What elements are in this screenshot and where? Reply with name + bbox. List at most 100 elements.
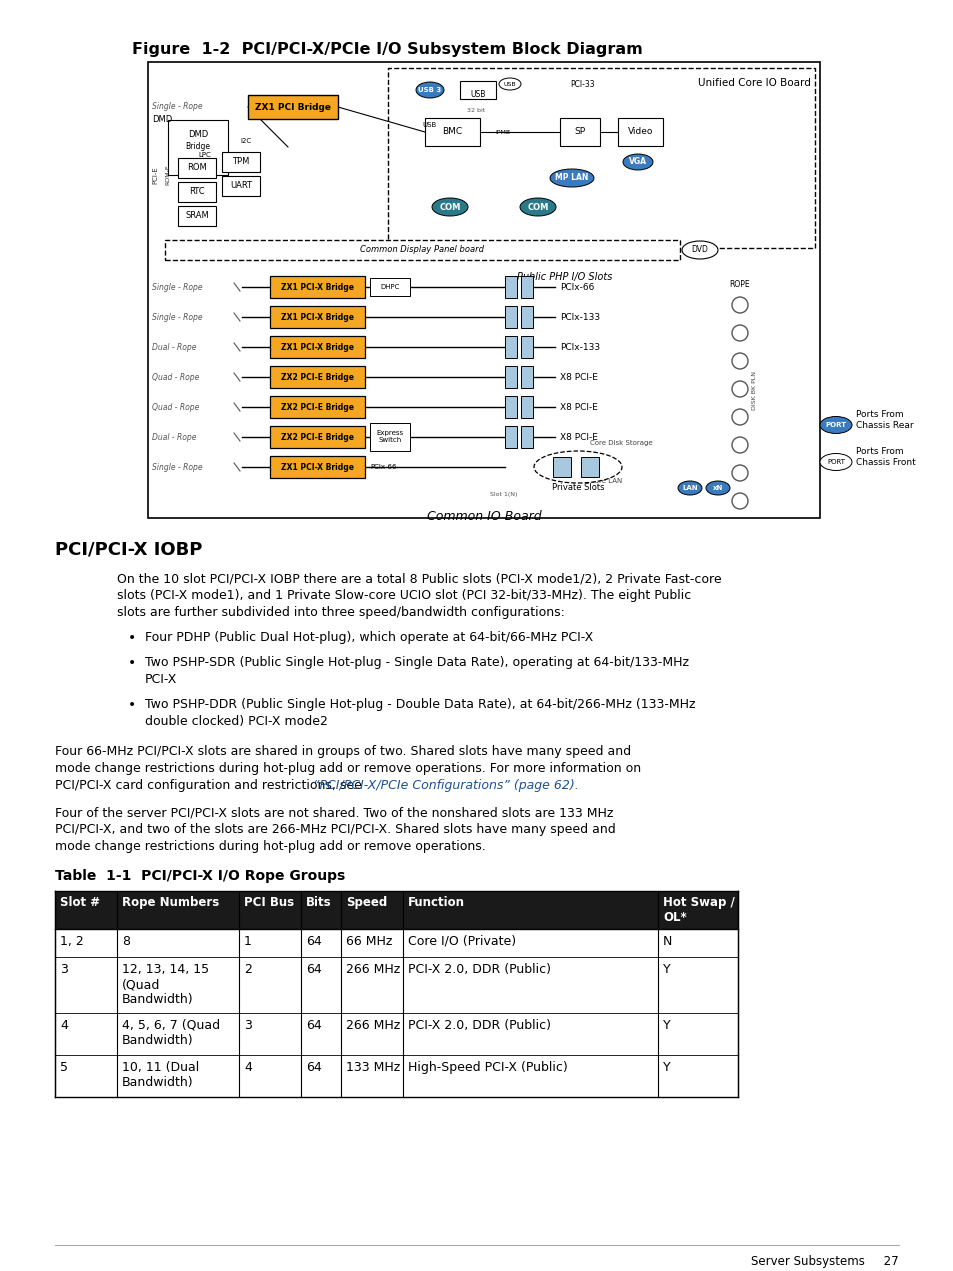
Bar bbox=[504, 336, 517, 358]
Bar bbox=[222, 175, 260, 196]
Text: Two PSHP-DDR (Public Single Hot-plug - Double Data Rate), at 64-bit/266-MHz (133: Two PSHP-DDR (Public Single Hot-plug - D… bbox=[145, 698, 695, 710]
Text: Core Disk Storage: Core Disk Storage bbox=[589, 440, 652, 446]
Ellipse shape bbox=[432, 198, 468, 216]
Text: 3: 3 bbox=[244, 1019, 252, 1032]
Text: PCI-X: PCI-X bbox=[145, 674, 177, 686]
Text: PCI-33: PCI-33 bbox=[569, 80, 594, 89]
Text: ZX1 PCI-X Bridge: ZX1 PCI-X Bridge bbox=[281, 282, 354, 291]
Bar bbox=[148, 62, 820, 519]
Circle shape bbox=[731, 381, 747, 397]
Text: RTC: RTC bbox=[189, 188, 205, 197]
Text: DMD: DMD bbox=[188, 130, 208, 139]
Text: COM: COM bbox=[438, 202, 460, 211]
Text: USB: USB bbox=[470, 90, 485, 99]
Text: ZX1 PCI-X Bridge: ZX1 PCI-X Bridge bbox=[281, 313, 354, 322]
Text: PCIx-66: PCIx-66 bbox=[559, 282, 594, 291]
Ellipse shape bbox=[681, 241, 718, 259]
Text: 8: 8 bbox=[122, 935, 130, 948]
Text: COM: COM bbox=[527, 202, 548, 211]
Text: ZX1 PCI-X Bridge: ZX1 PCI-X Bridge bbox=[281, 342, 354, 352]
Bar bbox=[459, 81, 496, 99]
Text: 266 MHz: 266 MHz bbox=[346, 963, 400, 976]
Text: USB 3: USB 3 bbox=[418, 86, 441, 93]
Text: Video: Video bbox=[627, 127, 653, 136]
Text: mode change restrictions during hot-plug add or remove operations. For more info: mode change restrictions during hot-plug… bbox=[55, 763, 640, 775]
Bar bbox=[388, 69, 814, 248]
Circle shape bbox=[731, 353, 747, 369]
Text: 66 MHz: 66 MHz bbox=[346, 935, 392, 948]
Bar bbox=[618, 118, 662, 146]
Text: Rope Numbers: Rope Numbers bbox=[122, 896, 219, 909]
Text: Two PSHP-SDR (Public Single Hot-plug - Single Data Rate), operating at 64-bit/13: Two PSHP-SDR (Public Single Hot-plug - S… bbox=[145, 656, 688, 669]
Text: 32 bit: 32 bit bbox=[466, 108, 485, 113]
Bar bbox=[270, 306, 365, 328]
Bar bbox=[178, 182, 215, 202]
Text: Ports From
Chassis Front: Ports From Chassis Front bbox=[855, 447, 915, 466]
Text: On the 10 slot PCI/PCI-X IOBP there are a total 8 Public slots (PCI-X mode1/2), : On the 10 slot PCI/PCI-X IOBP there are … bbox=[117, 572, 720, 585]
Bar bbox=[168, 119, 228, 175]
Text: DVD: DVD bbox=[691, 245, 708, 254]
Text: PCI/PCI-X, and two of the slots are 266-MHz PCI/PCI-X. Shared slots have many sp: PCI/PCI-X, and two of the slots are 266-… bbox=[55, 824, 615, 836]
Text: 64: 64 bbox=[306, 1019, 321, 1032]
Bar bbox=[504, 426, 517, 447]
Bar bbox=[559, 118, 599, 146]
Bar bbox=[520, 276, 533, 297]
Text: Private Slots: Private Slots bbox=[551, 483, 603, 492]
Circle shape bbox=[731, 409, 747, 425]
Text: 12, 13, 14, 15
(Quad
Bandwidth): 12, 13, 14, 15 (Quad Bandwidth) bbox=[122, 963, 209, 1007]
Text: PCI-E: PCI-E bbox=[152, 167, 158, 184]
Text: Four PDHP (Public Dual Hot-plug), which operate at 64-bit/66-MHz PCI-X: Four PDHP (Public Dual Hot-plug), which … bbox=[145, 630, 593, 644]
Bar bbox=[504, 276, 517, 297]
Text: Hot Swap /
OL*: Hot Swap / OL* bbox=[662, 896, 734, 924]
Bar bbox=[580, 458, 598, 477]
Text: X8 PCI-E: X8 PCI-E bbox=[559, 403, 598, 412]
Text: SP: SP bbox=[574, 127, 585, 136]
Text: VGA: VGA bbox=[628, 158, 646, 167]
Bar bbox=[520, 426, 533, 447]
Text: •: • bbox=[128, 698, 136, 712]
Text: SRAM: SRAM bbox=[185, 211, 209, 220]
Text: •: • bbox=[128, 630, 136, 644]
Text: Slot 1(N): Slot 1(N) bbox=[490, 492, 517, 497]
Text: BMC: BMC bbox=[442, 127, 462, 136]
Text: ROM-E: ROM-E bbox=[165, 165, 171, 186]
Text: ZX1 PCI-X Bridge: ZX1 PCI-X Bridge bbox=[281, 463, 354, 472]
Text: Single - Rope: Single - Rope bbox=[152, 313, 202, 322]
Text: Y: Y bbox=[662, 963, 670, 976]
Text: Four 66-MHz PCI/PCI-X slots are shared in groups of two. Shared slots have many : Four 66-MHz PCI/PCI-X slots are shared i… bbox=[55, 745, 631, 758]
Text: DHPC: DHPC bbox=[380, 283, 399, 290]
Text: Y: Y bbox=[662, 1061, 670, 1074]
Text: Common Display Panel board: Common Display Panel board bbox=[360, 245, 484, 254]
Text: Slot #: Slot # bbox=[60, 896, 100, 909]
Text: LAN: LAN bbox=[681, 486, 697, 491]
Text: IPMB: IPMB bbox=[495, 130, 510, 135]
Ellipse shape bbox=[534, 451, 621, 483]
Text: Single - Rope: Single - Rope bbox=[152, 102, 202, 111]
Text: Server Subsystems     27: Server Subsystems 27 bbox=[751, 1254, 898, 1268]
Text: Common IO Board: Common IO Board bbox=[426, 510, 540, 522]
Bar bbox=[270, 397, 365, 418]
Bar bbox=[55, 891, 738, 929]
Ellipse shape bbox=[622, 154, 652, 170]
Bar bbox=[165, 240, 679, 261]
Bar bbox=[553, 458, 571, 477]
Text: PCI/PCI-X IOBP: PCI/PCI-X IOBP bbox=[55, 540, 202, 558]
Bar bbox=[178, 158, 215, 178]
Text: Function: Function bbox=[408, 896, 464, 909]
Text: •: • bbox=[128, 656, 136, 670]
Text: Express
Switch: Express Switch bbox=[376, 431, 403, 444]
Ellipse shape bbox=[416, 83, 443, 98]
Ellipse shape bbox=[820, 417, 851, 433]
Bar bbox=[270, 366, 365, 388]
Bar bbox=[504, 366, 517, 388]
Text: 64: 64 bbox=[306, 935, 321, 948]
Text: Quad - Rope: Quad - Rope bbox=[152, 403, 199, 412]
Bar bbox=[520, 366, 533, 388]
Ellipse shape bbox=[705, 480, 729, 494]
Ellipse shape bbox=[678, 480, 701, 494]
Bar bbox=[248, 95, 337, 119]
Text: slots (PCI-X mode1), and 1 Private Slow-core UCIO slot (PCI 32-bit/33-MHz). The : slots (PCI-X mode1), and 1 Private Slow-… bbox=[117, 588, 691, 602]
Text: ZX2 PCI-E Bridge: ZX2 PCI-E Bridge bbox=[281, 372, 354, 381]
Text: Unified Core IO Board: Unified Core IO Board bbox=[698, 78, 810, 88]
Text: PORT: PORT bbox=[824, 422, 845, 428]
